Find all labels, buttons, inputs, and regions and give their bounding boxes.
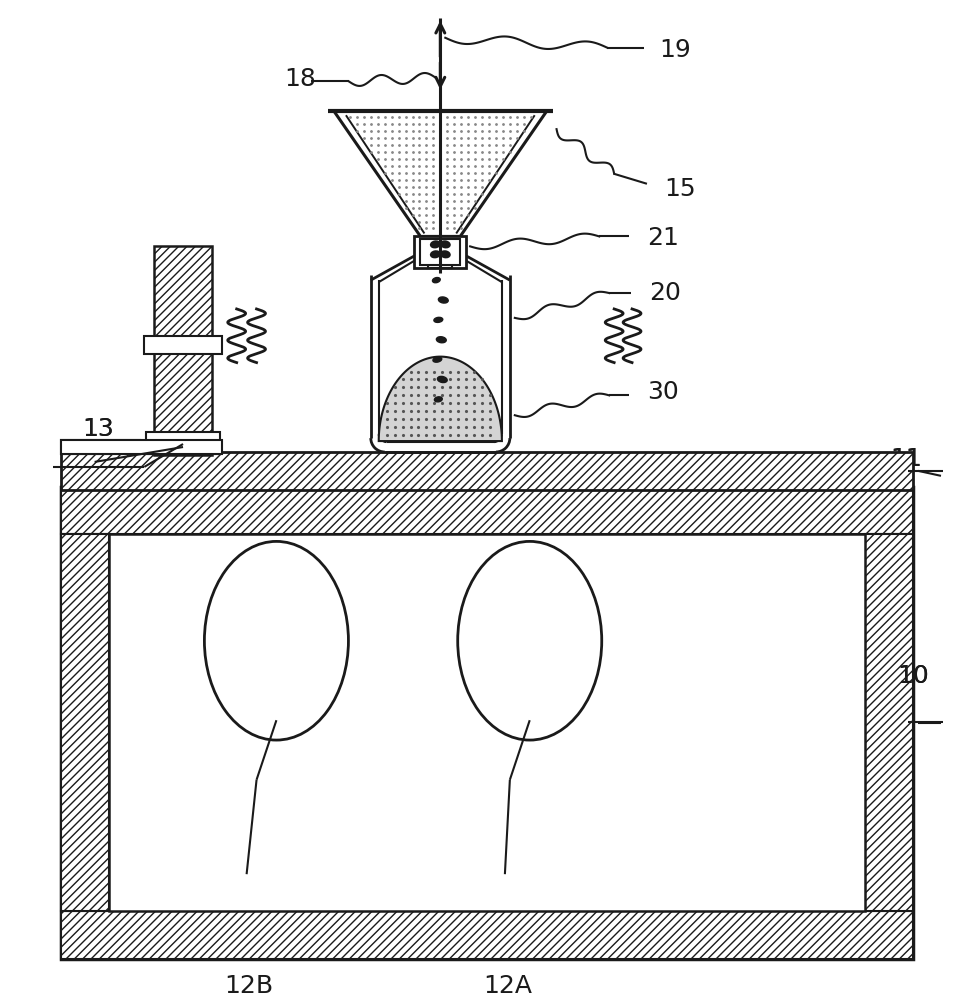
Text: 20: 20 bbox=[649, 281, 681, 305]
Ellipse shape bbox=[441, 251, 449, 257]
Ellipse shape bbox=[435, 397, 443, 402]
Ellipse shape bbox=[433, 278, 441, 283]
Ellipse shape bbox=[431, 251, 440, 257]
Ellipse shape bbox=[204, 541, 349, 740]
Ellipse shape bbox=[437, 337, 446, 343]
Bar bbox=[61, 487, 913, 534]
Ellipse shape bbox=[431, 241, 440, 247]
Bar bbox=[154, 246, 212, 455]
Text: 13: 13 bbox=[83, 417, 114, 441]
Ellipse shape bbox=[433, 357, 442, 362]
Bar bbox=[61, 911, 913, 959]
Text: 12A: 12A bbox=[484, 974, 532, 998]
Bar bbox=[145, 336, 222, 354]
Ellipse shape bbox=[441, 241, 449, 247]
Polygon shape bbox=[379, 357, 502, 441]
Polygon shape bbox=[334, 111, 546, 236]
Bar bbox=[147, 432, 220, 454]
Bar bbox=[420, 239, 460, 265]
Ellipse shape bbox=[438, 376, 447, 383]
Bar bbox=[61, 452, 913, 490]
Bar bbox=[108, 534, 866, 911]
Bar bbox=[61, 440, 222, 454]
Bar bbox=[61, 487, 913, 959]
Text: 18: 18 bbox=[284, 67, 317, 91]
Text: 12B: 12B bbox=[224, 974, 274, 998]
Ellipse shape bbox=[434, 317, 443, 322]
Bar bbox=[61, 534, 108, 911]
Text: 30: 30 bbox=[647, 380, 679, 404]
Text: 19: 19 bbox=[658, 38, 691, 62]
Bar bbox=[61, 440, 141, 454]
Text: 10: 10 bbox=[897, 664, 929, 688]
Ellipse shape bbox=[439, 297, 448, 303]
Text: 11: 11 bbox=[890, 447, 922, 471]
Bar bbox=[372, 275, 509, 451]
Ellipse shape bbox=[457, 541, 602, 740]
Text: 21: 21 bbox=[647, 226, 679, 250]
Text: 10: 10 bbox=[897, 664, 929, 688]
Text: 11: 11 bbox=[890, 447, 922, 471]
Bar bbox=[414, 236, 466, 268]
Text: 13: 13 bbox=[83, 417, 114, 441]
Text: 15: 15 bbox=[663, 177, 696, 201]
Bar bbox=[428, 252, 452, 268]
Bar bbox=[866, 534, 913, 911]
